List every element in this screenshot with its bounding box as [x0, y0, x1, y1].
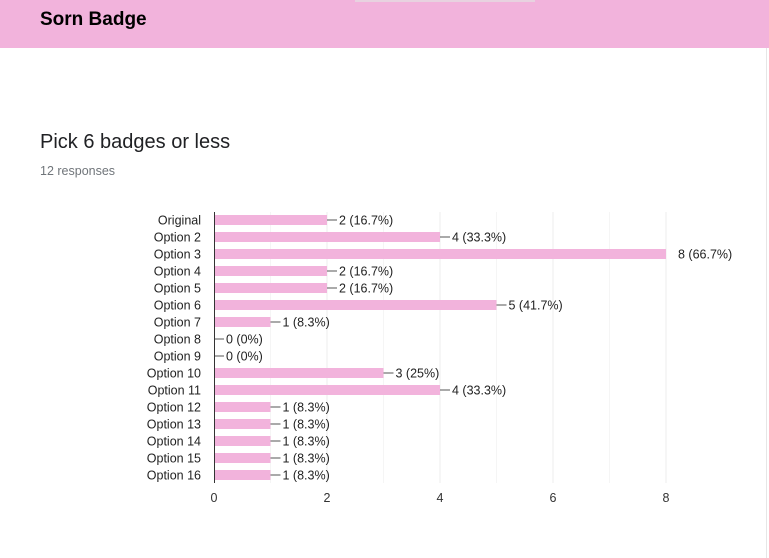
data-label: 2 (16.7%) [339, 265, 393, 279]
x-tick-label: 0 [211, 491, 218, 505]
category-label: Option 10 [147, 367, 201, 381]
category-label: Option 13 [147, 418, 201, 432]
bar [214, 232, 440, 242]
data-label: 1 (8.3%) [283, 401, 330, 415]
data-label: 0 (0%) [226, 350, 263, 364]
bar [214, 436, 271, 446]
bar [214, 419, 271, 429]
category-label: Option 8 [154, 333, 201, 347]
data-label: 1 (8.3%) [283, 435, 330, 449]
data-label: 4 (33.3%) [452, 231, 506, 245]
bar [214, 470, 271, 480]
data-label: 1 (8.3%) [283, 418, 330, 432]
bar [214, 402, 271, 412]
bar [214, 283, 327, 293]
bar [214, 249, 666, 259]
data-label: 2 (16.7%) [339, 214, 393, 228]
form-header-bar: Sorn Badge [0, 0, 769, 48]
bar [214, 453, 271, 463]
data-label: 8 (66.7%) [678, 248, 732, 262]
bar [214, 300, 497, 310]
category-label: Option 15 [147, 452, 201, 466]
category-label: Option 6 [154, 299, 201, 313]
bar [214, 385, 440, 395]
data-label: 1 (8.3%) [283, 469, 330, 483]
x-tick-label: 2 [324, 491, 331, 505]
header-accent-line [355, 0, 535, 2]
question-title: Pick 6 badges or less [40, 131, 231, 153]
category-label: Option 3 [154, 248, 201, 262]
bar [214, 215, 327, 225]
form-title: Sorn Badge [40, 9, 147, 30]
category-label: Option 12 [147, 401, 201, 415]
data-label: 1 (8.3%) [283, 452, 330, 466]
category-label: Option 9 [154, 350, 201, 364]
bar [214, 317, 271, 327]
response-count: 12 responses [40, 164, 116, 178]
category-label: Option 7 [154, 316, 201, 330]
x-tick-label: 8 [663, 491, 670, 505]
category-label: Option 5 [154, 282, 201, 296]
category-label: Original [158, 214, 201, 228]
bar [214, 266, 327, 276]
category-label: Option 11 [148, 384, 201, 398]
data-label: 1 (8.3%) [283, 316, 330, 330]
data-label: 5 (41.7%) [509, 299, 563, 313]
data-label: 2 (16.7%) [339, 282, 393, 296]
data-label: 4 (33.3%) [452, 384, 506, 398]
x-tick-label: 6 [550, 491, 557, 505]
category-label: Option 2 [154, 231, 201, 245]
category-label: Option 14 [147, 435, 201, 449]
category-label: Option 4 [154, 265, 201, 279]
data-label: 3 (25%) [396, 367, 440, 381]
card-right-border [766, 48, 767, 558]
x-tick-label: 4 [437, 491, 444, 505]
category-label: Option 16 [147, 469, 201, 483]
bar [214, 368, 384, 378]
data-label: 0 (0%) [226, 333, 263, 347]
